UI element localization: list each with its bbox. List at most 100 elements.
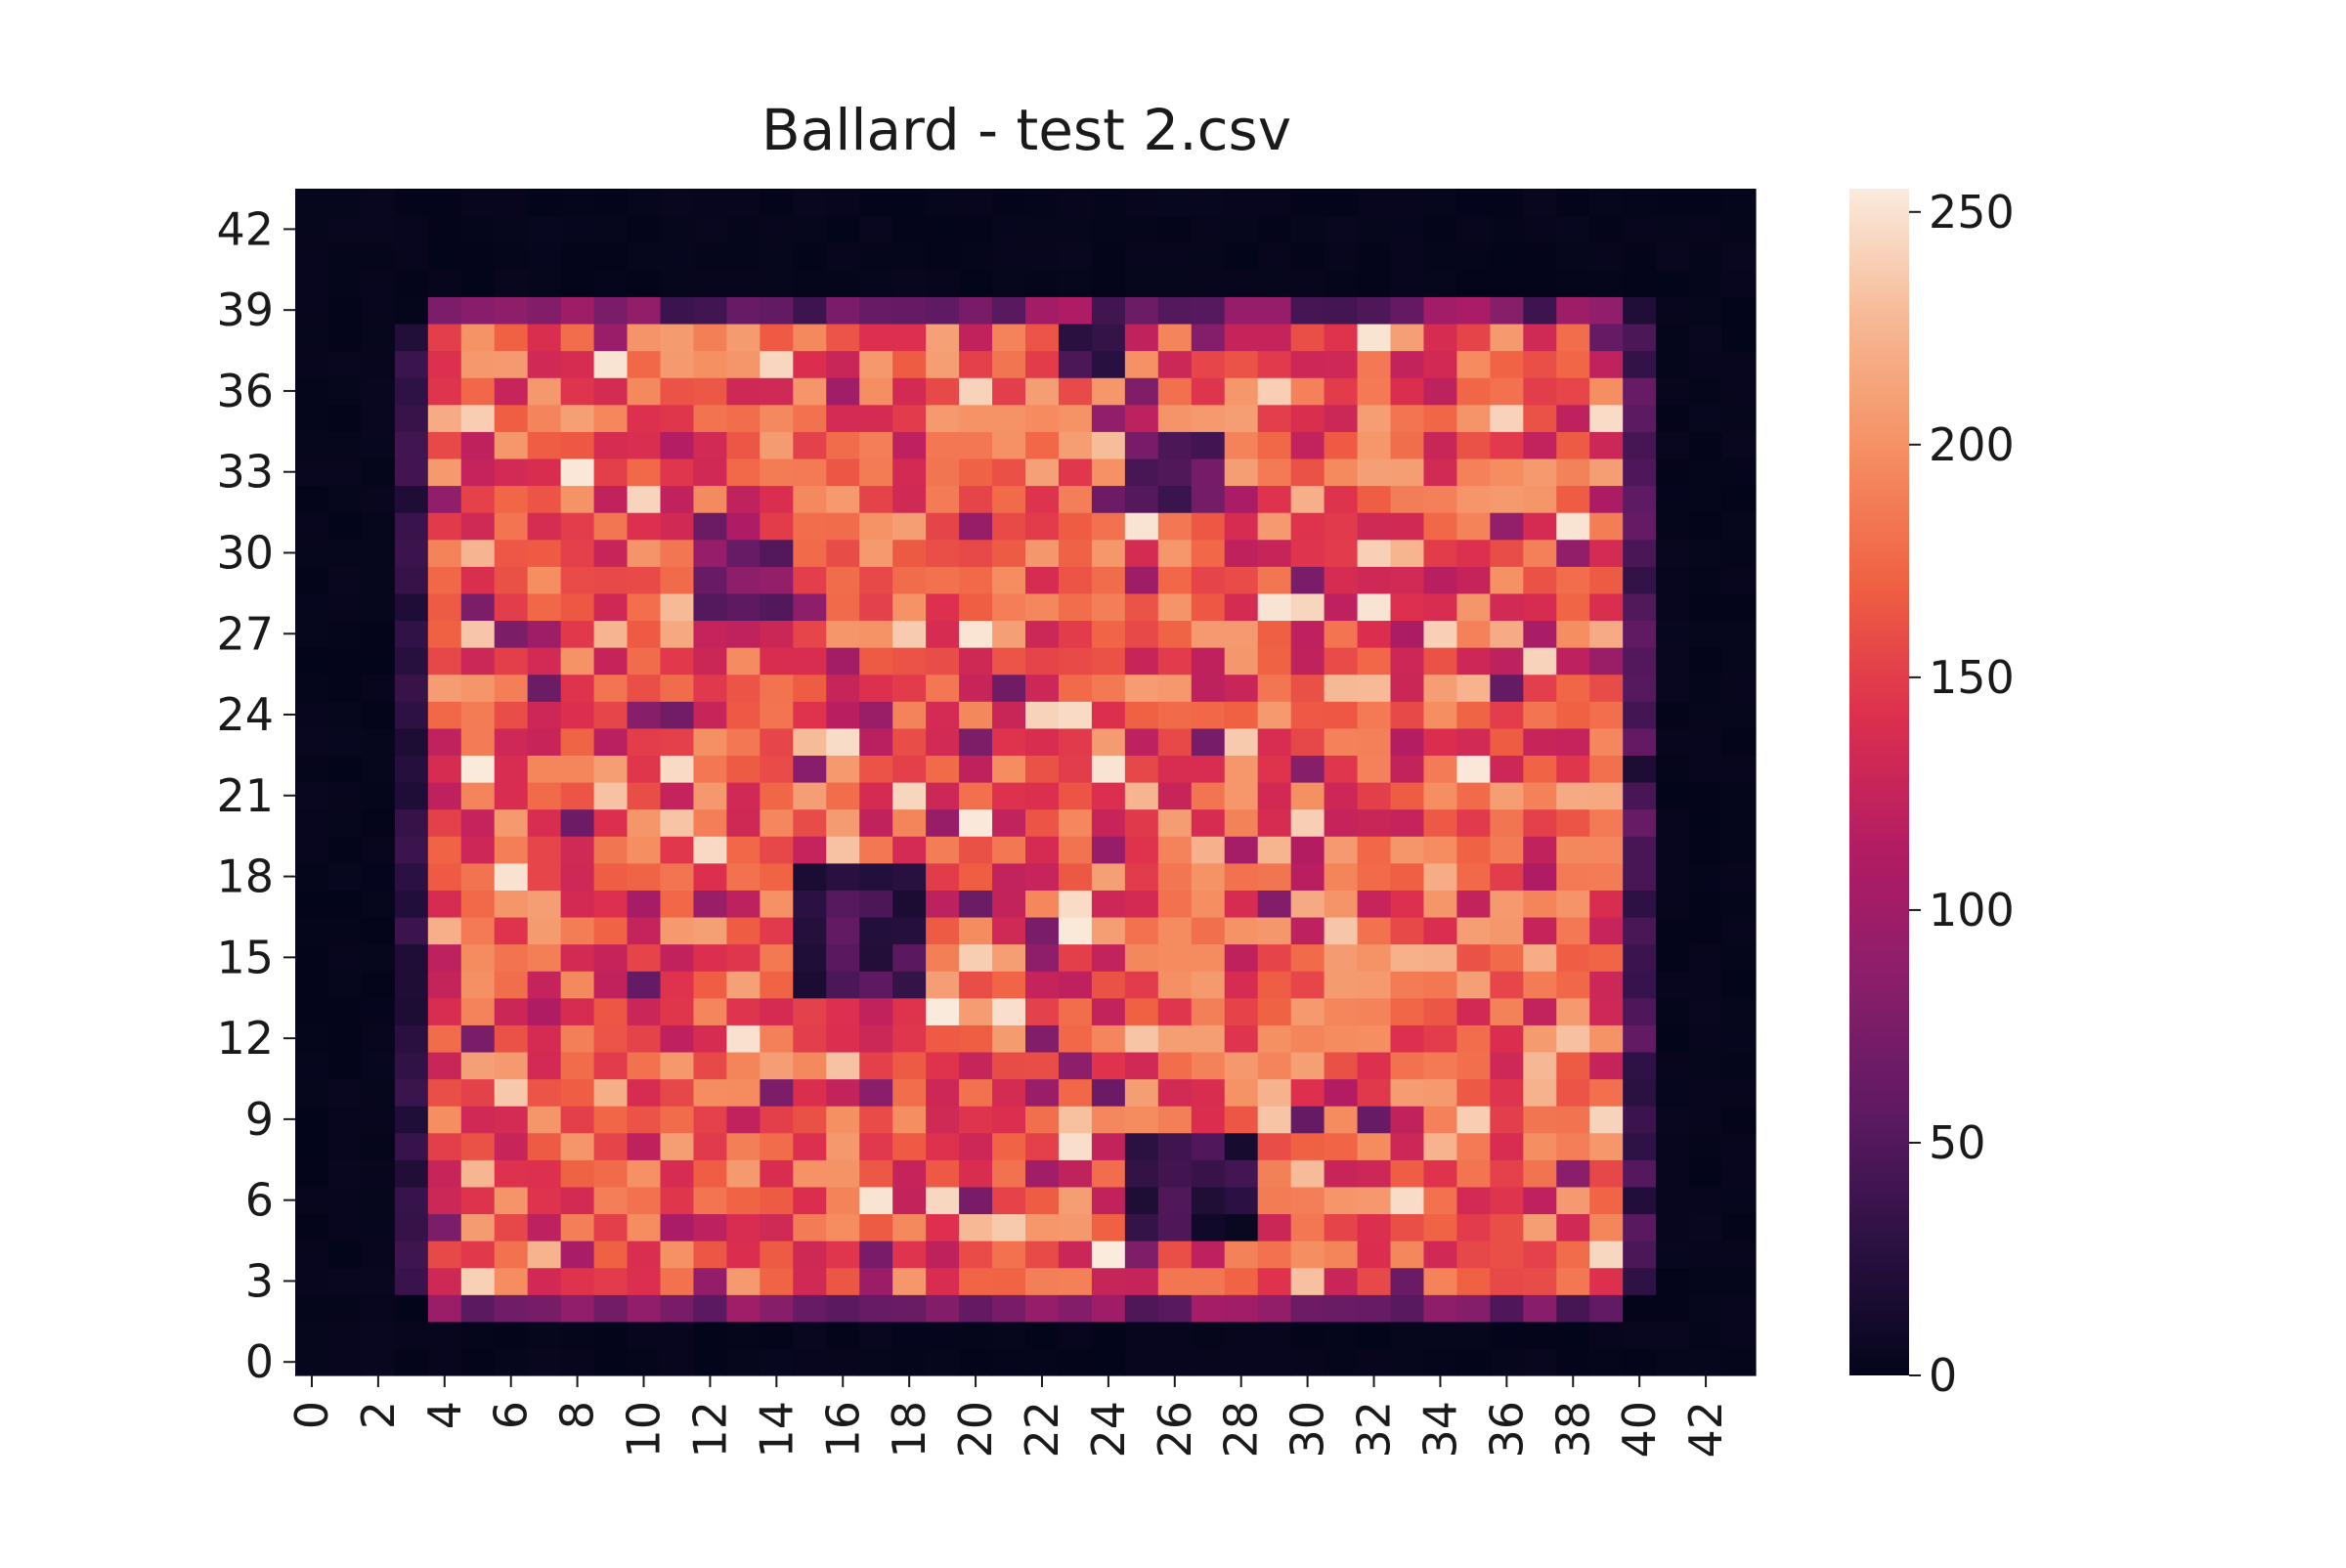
heatmap-cell — [1058, 971, 1093, 999]
heatmap-cell — [859, 1024, 893, 1053]
heatmap-cell — [560, 431, 595, 459]
heatmap-cell — [1257, 377, 1292, 406]
heatmap-cell — [361, 1132, 396, 1160]
heatmap-cell — [1423, 971, 1457, 999]
heatmap-cell — [1224, 457, 1259, 487]
heatmap-cell — [1025, 350, 1060, 378]
heatmap-cell — [627, 862, 662, 891]
heatmap-cell — [1689, 1159, 1723, 1188]
heatmap-cell — [1689, 862, 1723, 891]
heatmap-cell — [1556, 620, 1590, 648]
heatmap-cell — [892, 1106, 927, 1134]
heatmap-cell — [1589, 1051, 1624, 1080]
heatmap-cell — [1390, 727, 1425, 757]
heatmap-cell — [1623, 592, 1657, 622]
heatmap-cell — [593, 1078, 629, 1107]
heatmap-cell — [1091, 457, 1126, 487]
heatmap-cell — [859, 1294, 893, 1323]
heatmap-cell — [1589, 1321, 1624, 1350]
heatmap-cell — [361, 242, 396, 271]
heatmap-cell — [1058, 782, 1093, 810]
heatmap-cell — [427, 566, 462, 594]
heatmap-cell — [1390, 457, 1425, 487]
heatmap-cell — [527, 997, 562, 1025]
heatmap-cell — [1689, 323, 1723, 352]
heatmap-cell — [660, 647, 695, 675]
heatmap-cell — [1689, 782, 1723, 810]
heatmap-cell — [560, 485, 595, 513]
heatmap-cell — [1058, 457, 1093, 487]
heatmap-cell — [494, 1348, 529, 1376]
heatmap-cells — [295, 189, 1757, 1376]
heatmap-cell — [460, 1294, 496, 1323]
heatmap-cell — [560, 997, 595, 1025]
heatmap-cell — [660, 296, 695, 325]
heatmap-cell — [527, 647, 562, 675]
heatmap-cell — [1656, 1078, 1690, 1107]
heatmap-cell — [1025, 1024, 1060, 1053]
heatmap-cell — [527, 808, 562, 837]
heatmap-cell — [926, 836, 960, 864]
heatmap-cell — [1157, 971, 1193, 999]
heatmap-cell — [1390, 377, 1425, 406]
heatmap-cell — [992, 1348, 1026, 1376]
heatmap-cell — [892, 1213, 927, 1241]
heatmap-cell — [494, 404, 529, 432]
heatmap-cell — [394, 1267, 429, 1295]
heatmap-cell — [1656, 1267, 1690, 1295]
heatmap-cell — [1157, 323, 1193, 352]
heatmap-cell — [427, 512, 462, 541]
heatmap-cell — [1456, 457, 1491, 487]
heatmap-cell — [1589, 1186, 1624, 1215]
heatmap-cell — [627, 296, 662, 325]
heatmap-cell — [1257, 836, 1292, 864]
heatmap-cell — [527, 836, 562, 864]
heatmap-cell — [1423, 1159, 1457, 1188]
heatmap-cell — [892, 539, 927, 567]
heatmap-cell — [560, 323, 595, 352]
heatmap-cell — [361, 1348, 396, 1376]
heatmap-cell — [892, 323, 927, 352]
heatmap-cell — [1290, 431, 1325, 459]
heatmap-cell — [627, 323, 662, 352]
heatmap-cell — [427, 1321, 462, 1350]
heatmap-cell — [627, 404, 662, 432]
heatmap-cell — [926, 512, 960, 541]
heatmap-cell — [793, 242, 827, 271]
heatmap-cell — [1058, 755, 1093, 783]
heatmap-cell — [593, 350, 629, 378]
heatmap-cell — [1357, 1348, 1392, 1376]
heatmap-cell — [1290, 862, 1325, 891]
heatmap-cell — [1157, 512, 1193, 541]
heatmap-cell — [1390, 971, 1425, 999]
heatmap-cell — [826, 1267, 860, 1295]
heatmap-cell — [826, 296, 860, 325]
y-tick-label: 12 — [216, 1012, 274, 1065]
heatmap-cell — [793, 997, 827, 1025]
heatmap-cell — [926, 350, 960, 378]
heatmap-cell — [1157, 701, 1193, 729]
heatmap-cell — [527, 1267, 562, 1295]
heatmap-cell — [494, 350, 529, 378]
heatmap-cell — [427, 431, 462, 459]
heatmap-cell — [992, 916, 1026, 945]
heatmap-cell — [760, 1159, 794, 1188]
colorbar-tick-label: 100 — [1929, 884, 2015, 936]
x-tick-label: 26 — [1149, 1401, 1201, 1459]
heatmap-cell — [926, 1241, 960, 1269]
heatmap-cell — [1556, 242, 1590, 271]
heatmap-cell — [627, 269, 662, 297]
heatmap-cell — [1058, 997, 1093, 1025]
heatmap-cell — [926, 890, 960, 918]
heatmap-cell — [560, 377, 595, 406]
heatmap-cell — [460, 512, 496, 541]
heatmap-cell — [1490, 1024, 1524, 1053]
heatmap-cell — [1656, 890, 1690, 918]
heatmap-cell — [959, 269, 993, 297]
heatmap-cell — [1689, 215, 1723, 243]
heatmap-cell — [992, 1213, 1026, 1241]
heatmap-cell — [1722, 1132, 1757, 1160]
heatmap-cell — [1456, 404, 1491, 432]
heatmap-cell — [1456, 566, 1491, 594]
heatmap-cell — [1157, 647, 1193, 675]
